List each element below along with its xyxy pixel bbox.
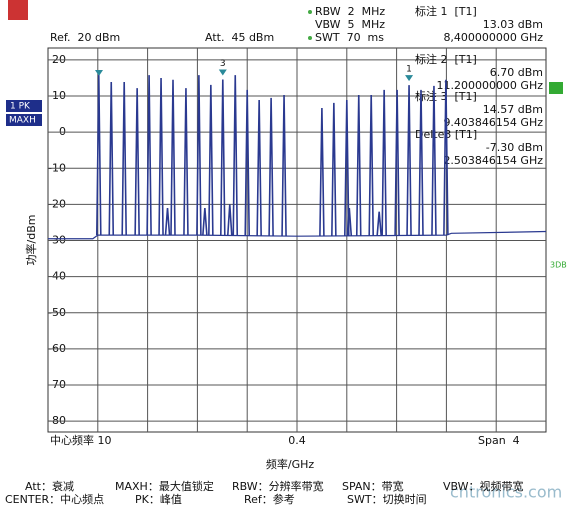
logo xyxy=(8,0,28,20)
detector-mode: MAXH xyxy=(9,116,36,126)
peak xyxy=(158,77,164,236)
swt: SWT 70 ms xyxy=(315,31,384,44)
peak xyxy=(95,75,102,236)
peak xyxy=(381,89,387,236)
footer-item: Ref：参考 xyxy=(244,492,295,506)
x-left-label: 中心频率 10 xyxy=(50,433,112,447)
peak xyxy=(202,207,208,236)
peak xyxy=(418,89,424,236)
footer-item: PK：峰值 xyxy=(135,493,182,506)
marker-level: 6.70 dBm xyxy=(490,66,543,79)
trace-mode: 1 PK xyxy=(10,102,31,112)
dot xyxy=(308,10,312,14)
x-axis-label: 频率/GHz xyxy=(266,457,315,471)
footer-item: SWT：切换时间 xyxy=(347,492,427,506)
peak xyxy=(394,89,400,236)
noise-floor xyxy=(48,230,547,240)
footer-item: CENTER：中心频点 xyxy=(5,492,104,506)
attenuation: Att. 45 dBm xyxy=(205,31,274,44)
marker-label: 3 xyxy=(220,59,226,69)
footer-item: SPAN：带宽 xyxy=(342,479,404,493)
rbw: RBW 2 MHz xyxy=(315,5,385,18)
marker-level: 14.57 dBm xyxy=(483,103,543,116)
peak xyxy=(376,211,382,236)
peak xyxy=(346,207,353,236)
peak xyxy=(134,88,140,236)
side-badge xyxy=(549,82,563,94)
y-tick-label: 20 xyxy=(52,53,66,66)
peak xyxy=(431,85,437,236)
marker-frequency: 2.503846154 GHz xyxy=(443,154,543,167)
peak xyxy=(368,94,375,236)
peak xyxy=(196,75,202,236)
peak xyxy=(244,89,250,236)
marker-peak xyxy=(219,79,226,236)
peak xyxy=(164,207,171,236)
marker-label: 1 xyxy=(406,65,412,75)
ref-level: Ref. 20 dBm xyxy=(50,31,120,44)
marker-frequency: 9.403846154 GHz xyxy=(443,116,543,129)
db-label: 3DB xyxy=(550,261,567,270)
footer-item: MAXH：最大值锁定 xyxy=(115,479,214,493)
marker-triangle xyxy=(405,75,414,82)
watermark: cntronics.com xyxy=(450,483,562,502)
marker-triangle xyxy=(218,69,227,76)
footer-item: Att：衰减 xyxy=(25,479,74,493)
peak xyxy=(226,204,233,236)
vbw: VBW 5 MHz xyxy=(315,18,385,31)
peak xyxy=(146,75,152,236)
peak xyxy=(170,79,176,236)
dot xyxy=(308,36,312,40)
peak xyxy=(256,100,262,236)
marker-frequency: 11.200000000 GHz xyxy=(436,79,543,92)
peak xyxy=(268,97,274,236)
peak xyxy=(183,88,189,236)
peak xyxy=(344,100,350,236)
marker-triangle xyxy=(95,70,103,76)
footer-item: VBW：视频带宽 xyxy=(443,479,524,493)
marker-level: 13.03 dBm xyxy=(483,18,543,31)
peak xyxy=(443,79,449,236)
mode-badge xyxy=(6,114,42,126)
peak xyxy=(331,102,337,236)
marker-peak xyxy=(406,85,412,236)
peak xyxy=(121,81,127,236)
footer-item: RBW：分辨率带宽 xyxy=(232,479,324,493)
marker-title: 标注 1 [T1] xyxy=(415,4,477,18)
y-axis-label: 功率/dBm xyxy=(24,215,38,266)
peak xyxy=(355,94,362,236)
marker-frequency: 8,400000000 GHz xyxy=(443,31,543,44)
x-center-label: 0.4 xyxy=(288,434,306,447)
x-right-label: Span 4 xyxy=(478,434,520,447)
peak xyxy=(208,84,214,236)
peak xyxy=(319,107,325,237)
peak xyxy=(108,81,115,236)
marker-title: 标注 2 [T1] xyxy=(415,52,477,66)
peak xyxy=(281,94,287,237)
peak xyxy=(232,75,239,236)
trace-badge xyxy=(6,100,42,112)
marker-level: -7.30 dBm xyxy=(486,141,543,154)
